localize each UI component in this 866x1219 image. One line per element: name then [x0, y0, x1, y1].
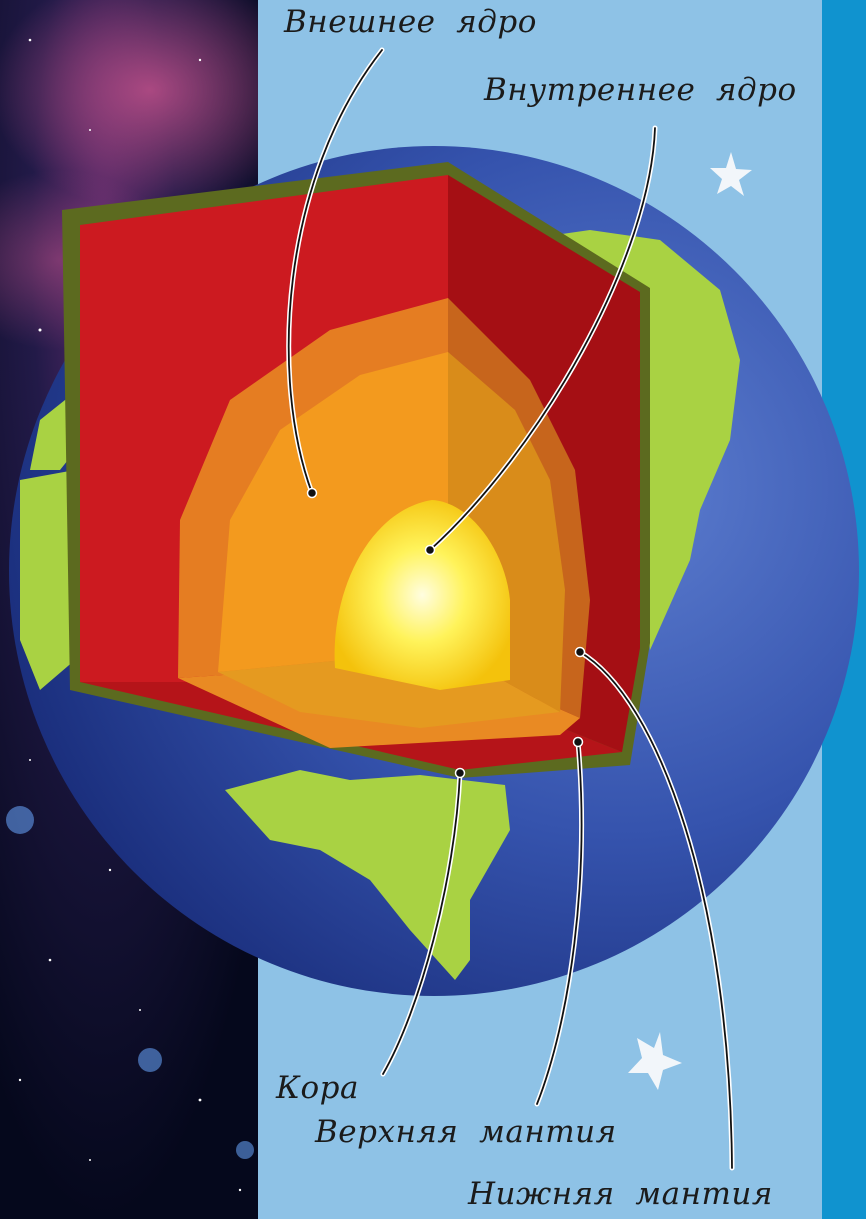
point-marker [306, 487, 318, 499]
cutaway-layers [62, 162, 650, 778]
leader-line-outer-core [287, 49, 383, 494]
point-marker [574, 646, 586, 658]
leader-line-crust [382, 772, 461, 1075]
leader-lines [286, 47, 735, 1171]
inner-core [334, 500, 510, 690]
label-crust: Кора [276, 1070, 359, 1106]
star-icon [710, 152, 752, 196]
label-outer-core: Внешнее ядро [284, 4, 537, 40]
leader-line-inner-core [429, 127, 656, 551]
label-lower-mantle: Нижняя мантия [468, 1176, 773, 1212]
star-icon [628, 1032, 682, 1090]
point-marker [424, 544, 436, 556]
point-marker [572, 736, 584, 748]
label-inner-core: Внутреннее ядро [484, 72, 797, 108]
leader-line-upper-mantle [536, 741, 583, 1105]
leader-line-lower-mantle [579, 651, 733, 1169]
point-marker [454, 767, 466, 779]
label-upper-mantle: Верхняя мантия [315, 1114, 617, 1150]
